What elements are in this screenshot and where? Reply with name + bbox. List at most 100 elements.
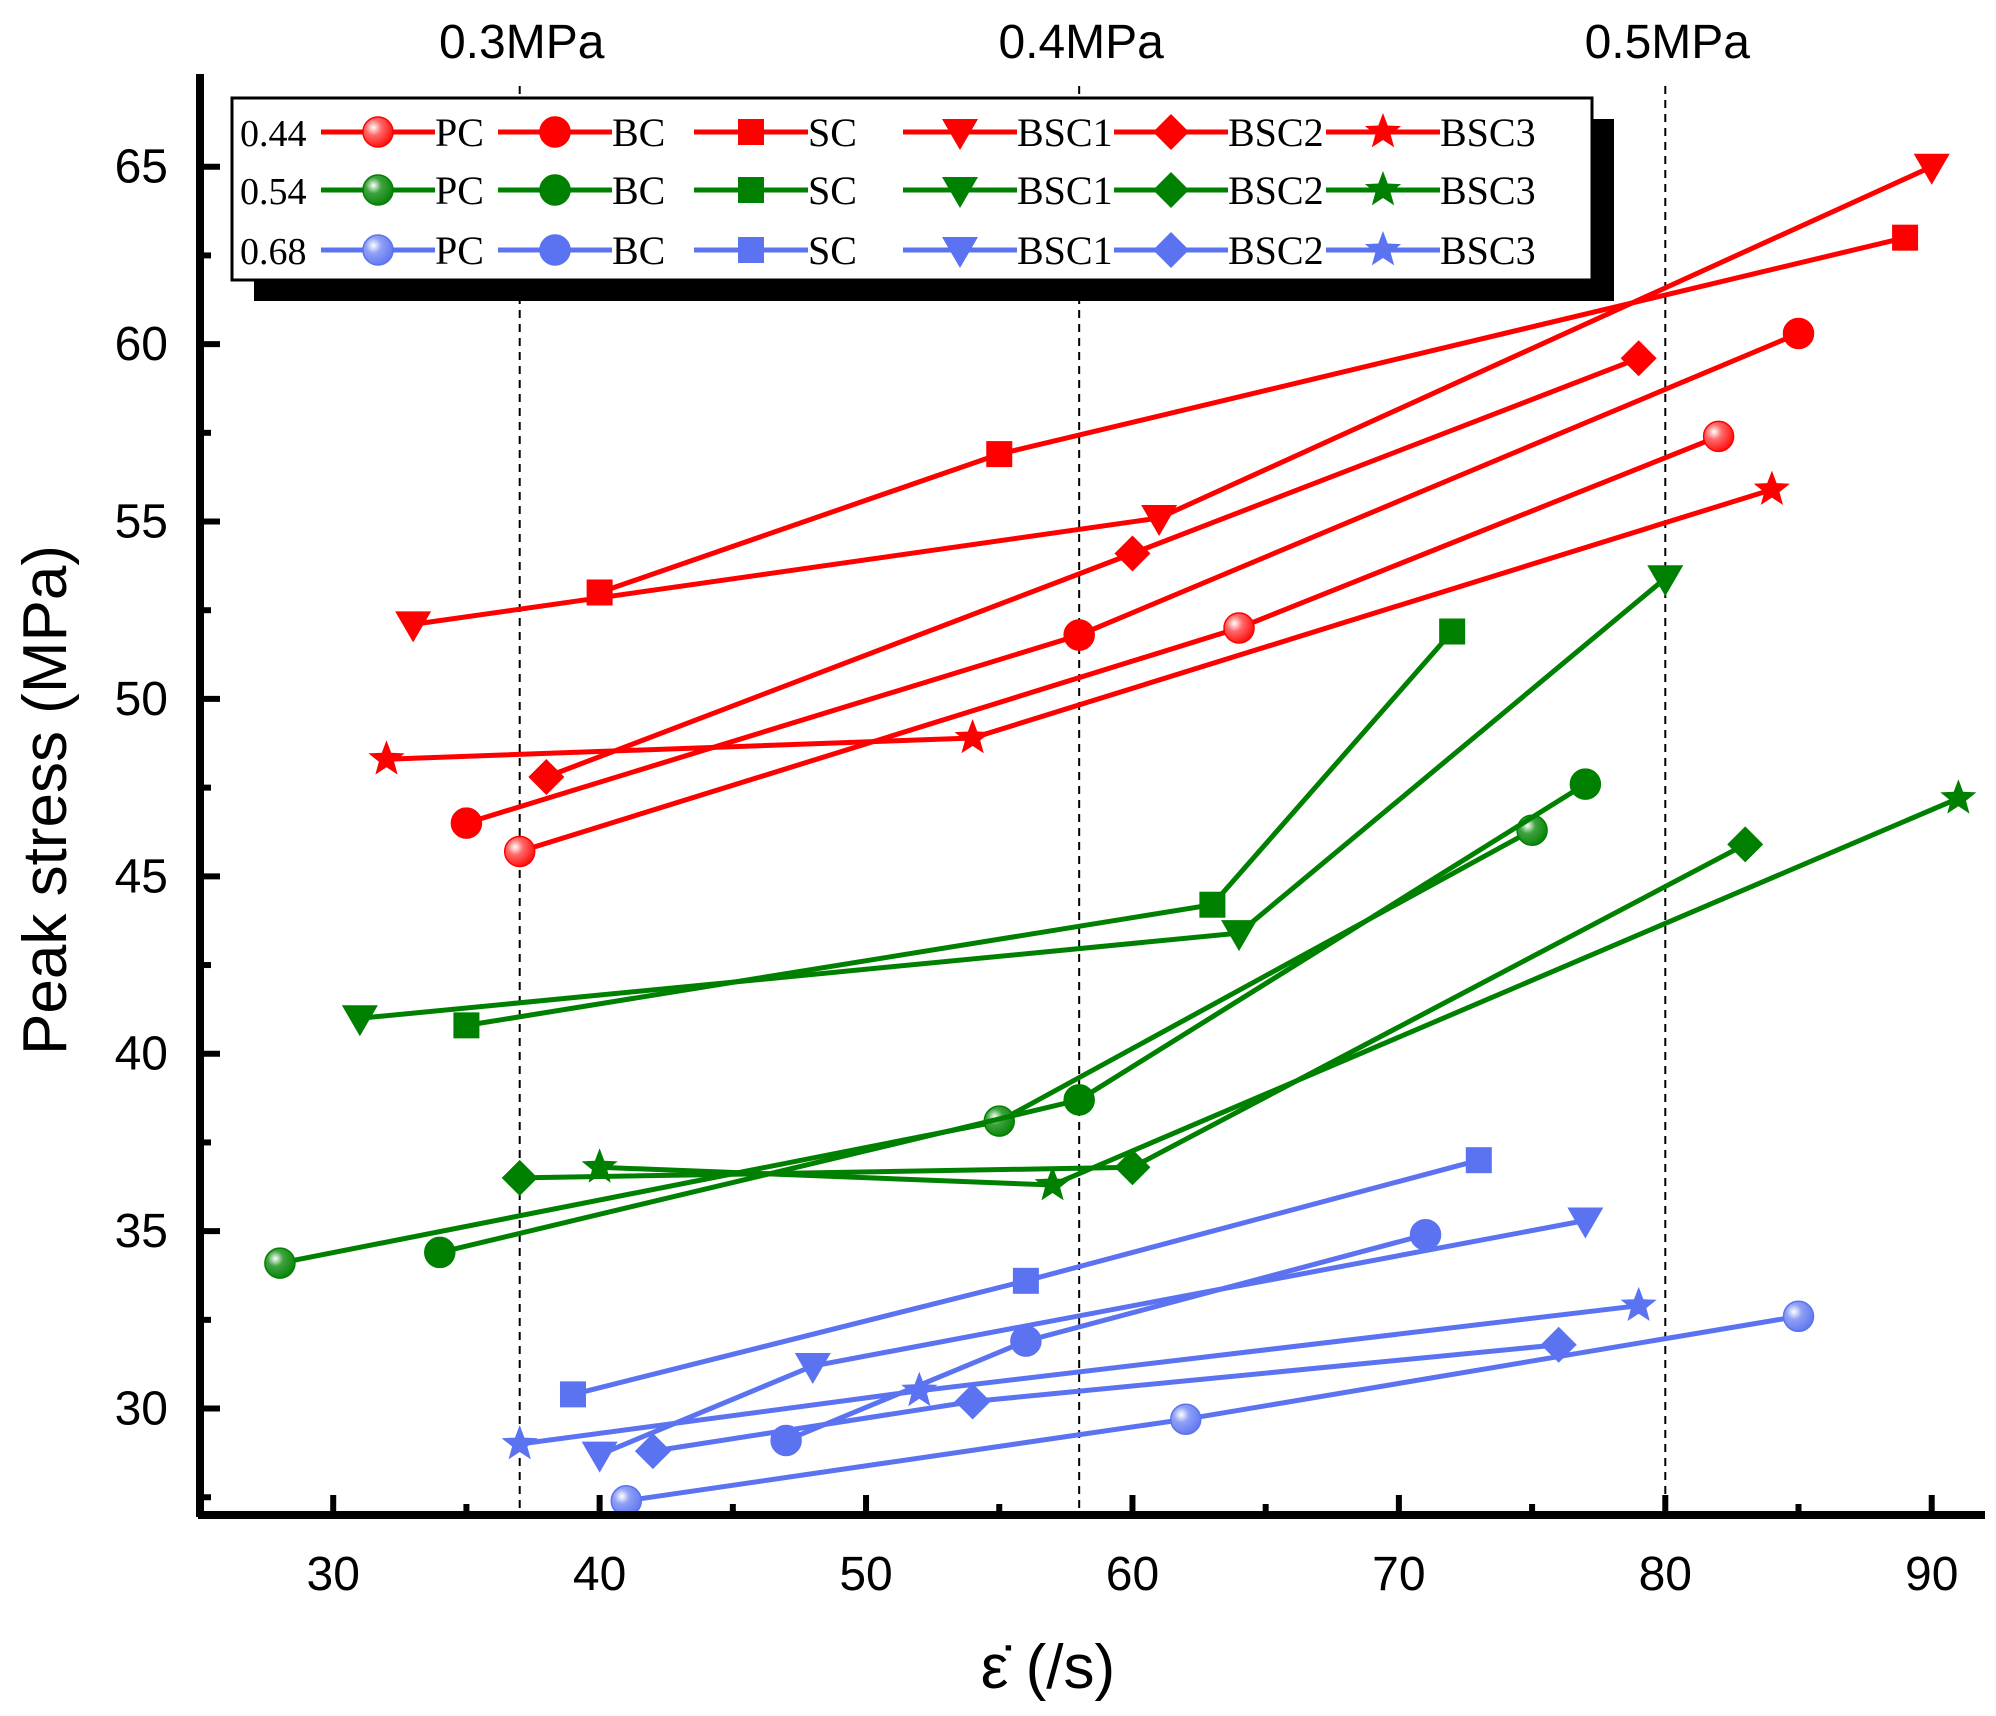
y-tick-label: 50 [115, 673, 168, 726]
x-tick-label: 50 [839, 1548, 892, 1601]
data-point [1727, 826, 1764, 863]
legend-series-label: BSC1 [1017, 228, 1113, 273]
legend-series-label: SC [808, 228, 857, 273]
data-point [453, 1012, 480, 1039]
series-0.54-bsc1 [341, 565, 1684, 1037]
legend-series-label: BC [612, 228, 665, 273]
y-tick-label: 45 [115, 850, 168, 903]
data-point [1465, 1147, 1492, 1174]
legend-marker [539, 174, 571, 206]
data-point [1063, 619, 1095, 651]
x-tick-label: 60 [1106, 1548, 1159, 1601]
series-line [785, 1232, 1427, 1443]
legend-marker [738, 237, 764, 263]
legend-marker [738, 177, 764, 203]
data-point [1940, 779, 1977, 814]
data-point [395, 611, 432, 643]
data-point [1199, 891, 1226, 918]
data-point [1223, 612, 1255, 644]
legend-series-label: BSC2 [1228, 110, 1324, 155]
y-axis-label: Peak stress (MPa) [11, 545, 80, 1055]
data-point [1034, 1166, 1071, 1201]
legend-series-label: BSC3 [1440, 228, 1536, 273]
data-point [1913, 153, 1950, 185]
data-point [501, 1159, 538, 1196]
legend-marker [942, 237, 978, 268]
data-point [901, 1371, 938, 1407]
data-point [528, 758, 565, 795]
data-point [581, 1148, 618, 1183]
series-0.54-pc [264, 814, 1548, 1279]
legend-series-label: BSC2 [1228, 228, 1324, 273]
y-tick-label: 35 [115, 1205, 168, 1258]
data-point [954, 1383, 991, 1420]
legend-marker [539, 234, 571, 266]
series-line [598, 1218, 1586, 1458]
data-point [794, 1352, 831, 1384]
legend-series-label: BSC3 [1440, 168, 1536, 213]
series-0.54-bc [424, 768, 1602, 1269]
series-0.68-bsc3 [501, 1286, 1657, 1460]
series-0.54-bsc2 [501, 826, 1764, 1196]
series-0.44-bsc1 [395, 153, 1950, 643]
legend-series-label: PC [435, 168, 484, 213]
data-point [1114, 535, 1151, 572]
data-point [503, 835, 536, 868]
series-0.68-bc [770, 1218, 1442, 1457]
series-line [519, 842, 1747, 1181]
series-0.68-bsc2 [634, 1326, 1577, 1470]
data-point [424, 1236, 456, 1269]
data-point [1620, 340, 1657, 377]
y-tick-label: 40 [115, 1028, 168, 1081]
data-point [1702, 420, 1735, 453]
data-point [1620, 1286, 1657, 1321]
data-point [368, 740, 405, 775]
data-point [1141, 504, 1178, 536]
data-point [1567, 1207, 1604, 1239]
x-axis-label: ε̇ (/s) [981, 1633, 1115, 1702]
reference-line-label: 0.4MPa [998, 16, 1164, 69]
legend-marker [942, 177, 978, 208]
axes: 30 35 40 45 50 55 60 65 30 40 50 60 70 80 90 ε̇ (/s) Pea… [11, 74, 1985, 1702]
data-point [1114, 1149, 1151, 1186]
y-tick-label: 30 [115, 1383, 168, 1436]
legend-series-label: PC [435, 110, 484, 155]
legend-series-label: SC [808, 110, 857, 155]
legend-series-label: BSC3 [1440, 110, 1536, 155]
legend-series-label: BC [612, 110, 665, 155]
data-point [1409, 1218, 1442, 1251]
data-point [264, 1247, 296, 1279]
series-0.44-bc [450, 317, 1815, 839]
x-tick-label: 90 [1905, 1548, 1958, 1601]
legend-marker [1153, 172, 1189, 208]
legend-marker [942, 119, 978, 150]
legend-series-label: BC [612, 168, 665, 213]
data-point [1221, 920, 1258, 952]
data-point [1782, 317, 1815, 350]
legend-marker [738, 119, 764, 145]
legend-series-label: BSC2 [1228, 168, 1324, 213]
data-point [341, 1005, 378, 1037]
data-point [1063, 1084, 1095, 1116]
data-point [1753, 470, 1790, 505]
series-layer [264, 153, 1977, 1517]
legend-marker [362, 234, 394, 266]
legend-marker [1153, 114, 1189, 150]
series-line [545, 355, 1640, 780]
data-point [1892, 224, 1919, 251]
y-tick-label: 55 [115, 496, 168, 549]
legend-series-label: SC [808, 168, 857, 213]
legend-marker [1364, 113, 1402, 148]
legend-marker [1364, 171, 1402, 206]
series-0.44-bsc2 [528, 340, 1657, 795]
legend-series-label: BSC1 [1017, 168, 1113, 213]
reference-line-label: 0.3MPa [439, 16, 605, 69]
data-point [634, 1433, 671, 1470]
y-tick-label: 60 [115, 318, 168, 371]
data-point [954, 719, 991, 754]
legend-group-label: 0.44 [240, 113, 307, 155]
reference-line-label: 0.5MPa [1585, 16, 1751, 69]
legend-marker [1153, 232, 1189, 268]
data-point [1010, 1325, 1042, 1357]
data-point [1540, 1326, 1577, 1363]
